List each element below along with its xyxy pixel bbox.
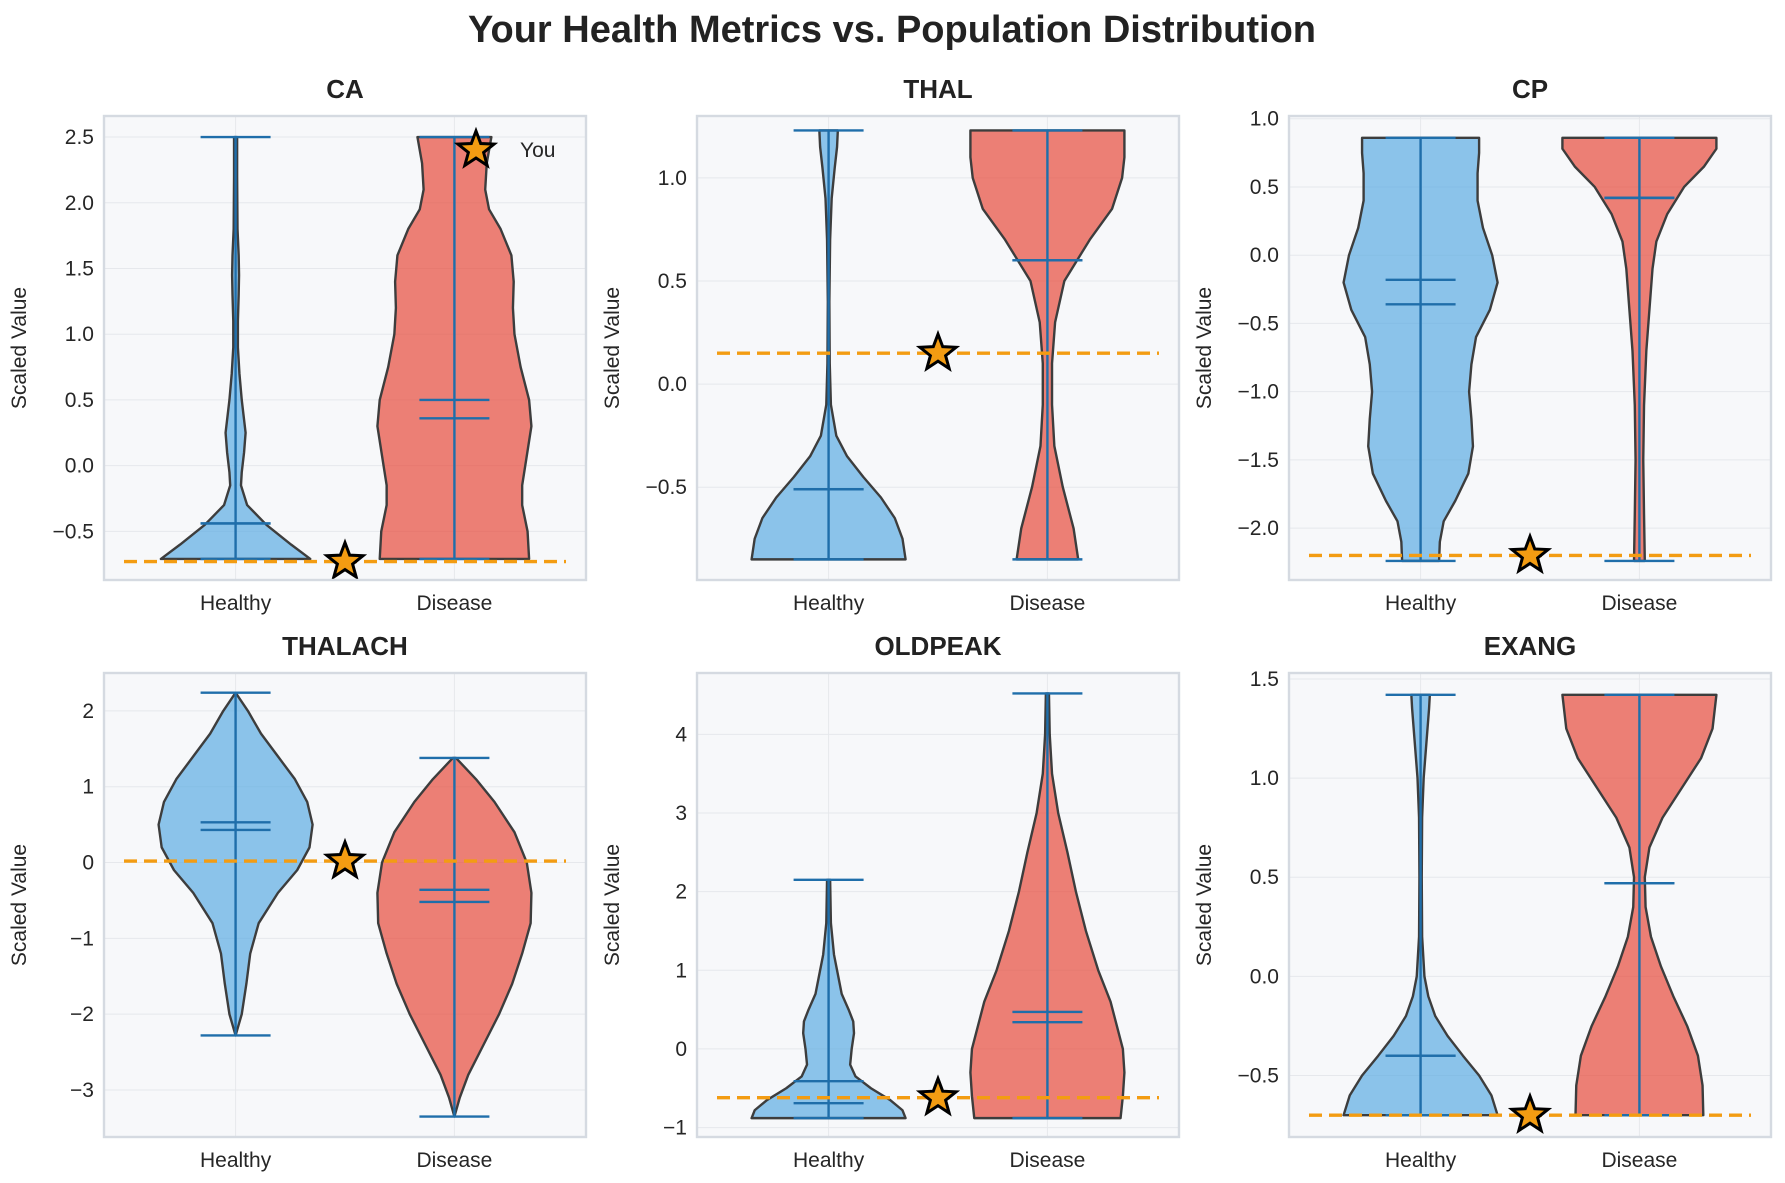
y-tick-label: 1.0: [658, 167, 687, 190]
y-tick-label: 4: [675, 723, 687, 746]
x-tick-label: Healthy: [200, 1149, 272, 1172]
y-axis-label: Scaled Value: [601, 287, 624, 409]
y-tick-label: −1.0: [1238, 381, 1279, 404]
axes-frame: [102, 671, 588, 1139]
x-tick-label: Healthy: [1385, 592, 1457, 615]
figure-title: Your Health Metrics vs. Population Distr…: [468, 9, 1316, 51]
panels: −0.5 0.0 0.5 1.0 1.5 2.0 2.5 Healthy Disease Scal…: [8, 74, 1773, 1172]
chart-panel-thal: −0.5 0.0 0.5 1.0 Healthy Disease Scaled Value T…: [601, 74, 1181, 615]
y-tick-label: 0.0: [658, 373, 687, 396]
you-marker-star: [915, 329, 961, 372]
y-tick-label: 0: [82, 852, 94, 875]
y-tick-label: 3: [675, 802, 687, 825]
axes-frame: [102, 114, 588, 582]
y-tick-label: 0.5: [1250, 866, 1279, 889]
y-tick-label: −0.5: [1238, 312, 1279, 335]
y-axis-label: Scaled Value: [8, 287, 31, 409]
y-tick-label: −0.5: [53, 520, 94, 543]
panel-title: THAL: [903, 74, 972, 104]
x-tick-label: Disease: [416, 592, 492, 615]
panel-title: THALACH: [282, 631, 408, 661]
y-tick-label: −3: [70, 1079, 94, 1102]
axes-frame: [1287, 671, 1773, 1139]
panel-title: EXANG: [1484, 631, 1576, 661]
legend-star-icon: [453, 126, 499, 169]
y-tick-label: 0.5: [1250, 176, 1279, 199]
legend-label: You: [520, 139, 555, 162]
y-tick-label: 2: [675, 881, 687, 904]
you-marker-star: [322, 538, 368, 581]
y-tick-label: 0.0: [1250, 965, 1279, 988]
you-marker-star: [1507, 532, 1553, 575]
y-axis-label: Scaled Value: [1193, 287, 1216, 409]
y-tick-label: 0.0: [1250, 244, 1279, 267]
x-tick-label: Healthy: [793, 1149, 865, 1172]
chart-panel-cp: −2.0 −1.5 −1.0 −0.5 0.0 0.5 1.0 Healthy Disease S…: [1193, 74, 1773, 615]
y-tick-label: 1.0: [1250, 108, 1279, 131]
y-tick-label: −2: [70, 1003, 94, 1026]
x-tick-label: Healthy: [200, 592, 272, 615]
y-tick-label: 2: [82, 700, 94, 723]
y-tick-label: 0.5: [65, 389, 94, 412]
y-axis-label: Scaled Value: [8, 844, 31, 966]
axes-frame: [1287, 114, 1773, 582]
you-marker-star: [322, 837, 368, 880]
y-tick-label: 1.0: [65, 323, 94, 346]
y-tick-label: 1.5: [1250, 668, 1279, 691]
panel-title: OLDPEAK: [874, 631, 1001, 661]
y-tick-label: 1: [82, 776, 94, 799]
y-tick-label: 2.0: [65, 192, 94, 215]
y-tick-label: −1.5: [1238, 449, 1279, 472]
x-tick-label: Disease: [1601, 592, 1677, 615]
axes-frame: [695, 671, 1181, 1139]
y-tick-label: −1: [70, 927, 94, 950]
y-tick-label: −0.5: [646, 476, 687, 499]
plot-area: [1289, 116, 1771, 580]
y-tick-label: −1: [663, 1117, 687, 1140]
y-tick-label: 2.5: [65, 126, 94, 149]
y-tick-label: 1: [675, 959, 687, 982]
x-tick-label: Disease: [1601, 1149, 1677, 1172]
x-tick-label: Disease: [416, 1149, 492, 1172]
y-axis-label: Scaled Value: [1193, 844, 1216, 966]
x-tick-label: Healthy: [793, 592, 865, 615]
you-marker-star: [1507, 1091, 1553, 1135]
x-tick-label: Disease: [1009, 1149, 1085, 1172]
y-tick-label: −2.0: [1238, 517, 1279, 540]
y-axis-label: Scaled Value: [601, 844, 624, 966]
chart-panel-ca: −0.5 0.0 0.5 1.0 1.5 2.0 2.5 Healthy Disease Scal…: [8, 74, 588, 615]
y-tick-label: 1.0: [1250, 767, 1279, 790]
x-tick-label: Healthy: [1385, 1149, 1457, 1172]
chart-panel-thalach: −3 −2 −1 0 1 2 Healthy Disease Scaled Value THALA…: [8, 631, 588, 1172]
panel-title: CP: [1512, 74, 1548, 104]
y-tick-label: 0: [675, 1038, 687, 1061]
y-tick-label: 0.5: [658, 270, 687, 293]
you-marker-star: [915, 1074, 961, 1117]
y-tick-label: 1.5: [65, 257, 94, 280]
chart-panel-exang: −0.5 0.0 0.5 1.0 1.5 Healthy Disease Scaled Val…: [1193, 631, 1773, 1172]
y-tick-label: −0.5: [1238, 1065, 1279, 1088]
panel-title: CA: [326, 74, 364, 104]
axes-frame: [695, 114, 1181, 582]
x-tick-label: Disease: [1009, 592, 1085, 615]
chart-panel-oldpeak: −1 0 1 2 3 4 Healthy Disease Scaled Value OLDPEAK: [601, 631, 1181, 1172]
y-tick-label: 0.0: [65, 455, 94, 478]
